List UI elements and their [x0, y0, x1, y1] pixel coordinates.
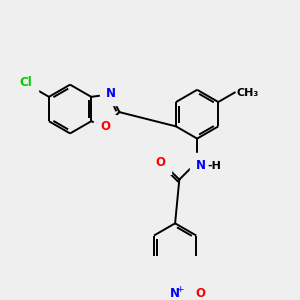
- Text: N: N: [196, 159, 206, 172]
- Text: O: O: [196, 287, 206, 300]
- Text: O: O: [155, 156, 166, 169]
- Text: N: N: [170, 287, 180, 300]
- Text: CH₃: CH₃: [237, 88, 259, 98]
- Text: N: N: [106, 87, 116, 100]
- Text: Cl: Cl: [20, 76, 32, 89]
- Text: O: O: [100, 120, 110, 133]
- Text: -H: -H: [207, 160, 221, 170]
- Text: +: +: [176, 285, 184, 294]
